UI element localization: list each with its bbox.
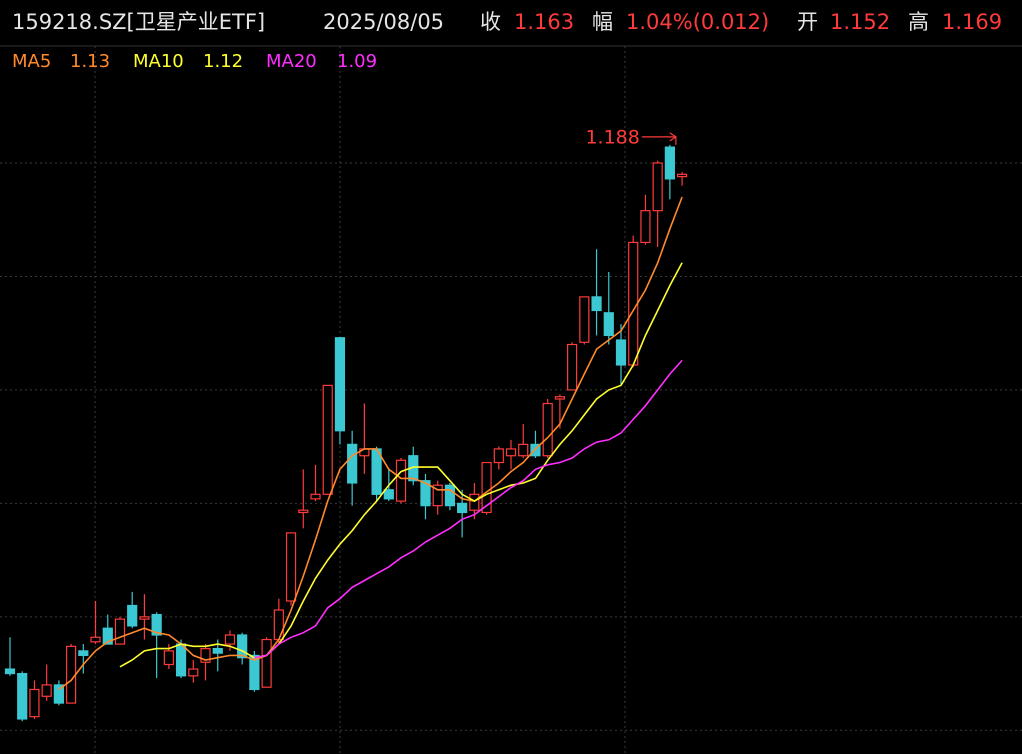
quote-label: 开 — [797, 10, 818, 34]
quote-value: 1.169 — [942, 10, 1002, 34]
candle-body — [78, 650, 89, 657]
candle-body — [481, 461, 492, 514]
candle-body — [17, 672, 28, 720]
candle-body — [334, 337, 346, 432]
candle-body — [114, 618, 126, 645]
candle-body — [493, 448, 504, 464]
candle-body — [652, 162, 663, 212]
candle-body — [591, 296, 602, 312]
candle-body — [640, 210, 651, 244]
candle-body — [188, 668, 199, 677]
candle-body — [469, 493, 480, 511]
candle-body — [261, 638, 272, 688]
candle-body — [4, 668, 16, 675]
candle-body — [676, 173, 688, 178]
candle-body — [65, 645, 77, 704]
candle-body — [432, 484, 443, 507]
candle-body — [371, 448, 382, 495]
ma-line — [119, 262, 683, 668]
candle-body — [212, 648, 223, 654]
candle-body — [53, 684, 64, 704]
chart-title: 159218.SZ[卫星产业ETF] — [12, 10, 265, 34]
legend-label: MA20 — [266, 51, 317, 72]
candle-body — [310, 493, 321, 500]
candle-body — [457, 502, 468, 514]
candle-body — [273, 609, 284, 641]
candle-body — [664, 146, 675, 180]
candle-body — [444, 484, 456, 507]
candle-body — [615, 339, 627, 366]
candle-body — [175, 643, 187, 677]
candle-body — [41, 684, 52, 697]
annotation-arrow — [669, 132, 677, 142]
candle-body — [567, 343, 578, 391]
candle-body — [554, 396, 566, 400]
candle-body — [505, 448, 517, 457]
candle-body — [151, 613, 162, 636]
candle-body — [347, 443, 358, 484]
max-label: 1.188 — [585, 126, 639, 148]
candle-body — [518, 443, 529, 457]
ma-line — [58, 196, 683, 691]
candle-body — [542, 402, 553, 457]
candle-body — [90, 636, 101, 643]
candle-body — [224, 634, 236, 645]
quote-label: 收 — [480, 10, 501, 34]
quote-value: 1.163 — [514, 10, 574, 34]
quote-label: 幅 — [592, 10, 613, 34]
date: 2025/08/05 — [323, 10, 444, 34]
candle-body — [237, 634, 248, 659]
candle-body — [383, 489, 394, 500]
legend-value: 1.13 — [70, 51, 110, 72]
legend-label: MA5 — [12, 51, 51, 72]
candle-body — [322, 384, 333, 495]
legend-value: 1.09 — [337, 51, 377, 72]
candle-body — [29, 688, 40, 718]
quote-value: 1.04%(0.012) — [626, 10, 769, 34]
candle-body — [127, 604, 138, 627]
candle-body — [102, 627, 113, 645]
candle-body — [163, 650, 174, 666]
legend-value: 1.12 — [203, 51, 243, 72]
legend-label: MA10 — [133, 51, 184, 72]
candle-body — [420, 480, 431, 507]
candle-body — [285, 532, 297, 602]
ma-line — [254, 359, 683, 659]
candle-body — [395, 459, 407, 502]
candle-body — [200, 648, 211, 663]
candle-body — [579, 296, 590, 343]
candle-body — [603, 312, 614, 337]
candle-body — [139, 616, 150, 620]
candle-body — [298, 509, 309, 514]
quote-label: 高 — [908, 10, 929, 34]
candle-body — [249, 654, 260, 691]
quote-value: 1.152 — [830, 10, 890, 34]
